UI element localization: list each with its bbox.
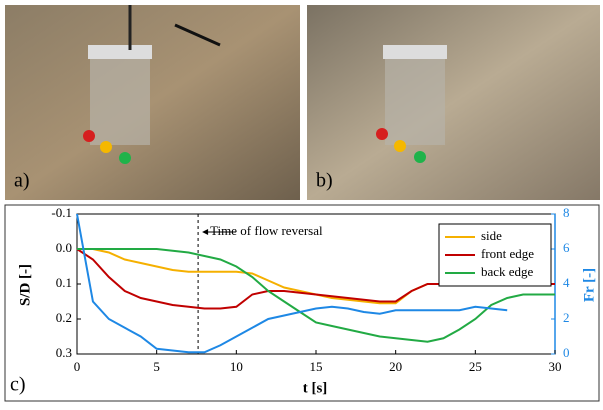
x-tick-label: 10 <box>230 359 243 374</box>
y-tick-label: 0.0 <box>56 240 72 255</box>
legend-label: side <box>481 228 502 243</box>
y-tick-label: -0.1 <box>51 205 72 220</box>
y2-tick-label: 4 <box>563 275 570 290</box>
legend-label: back edge <box>481 264 534 279</box>
x-tick-label: 15 <box>310 359 323 374</box>
annotation: Time of flow reversal <box>210 223 323 238</box>
photo-b: b) <box>307 5 600 200</box>
y2-tick-label: 6 <box>563 240 570 255</box>
panel-label: b) <box>316 170 333 192</box>
y-tick-label: 0.1 <box>56 275 72 290</box>
series-line <box>77 248 555 343</box>
arrow-head <box>202 229 209 235</box>
y-axis-label: S/D [-] <box>17 264 33 306</box>
x-axis-label: t [s] <box>303 380 328 396</box>
y2-tick-label: 8 <box>563 205 570 220</box>
panel-label: a) <box>14 170 30 192</box>
y2-tick-label: 0 <box>563 345 570 360</box>
photo-a: a) <box>5 5 300 200</box>
panel-label: c) <box>10 374 26 396</box>
series-line <box>76 213 508 354</box>
y-tick-label: 0.3 <box>56 345 72 360</box>
panel-frame <box>4 204 600 402</box>
x-tick-label: 0 <box>74 359 81 374</box>
legend-label: front edge <box>481 246 534 261</box>
y2-axis-label: Fr [-] <box>581 268 597 302</box>
x-tick-label: 5 <box>153 359 160 374</box>
x-tick-label: 20 <box>389 359 402 374</box>
x-tick-label: 30 <box>549 359 562 374</box>
y2-tick-label: 2 <box>563 310 570 325</box>
x-tick-label: 25 <box>469 359 482 374</box>
y-tick-label: 0.2 <box>56 310 72 325</box>
